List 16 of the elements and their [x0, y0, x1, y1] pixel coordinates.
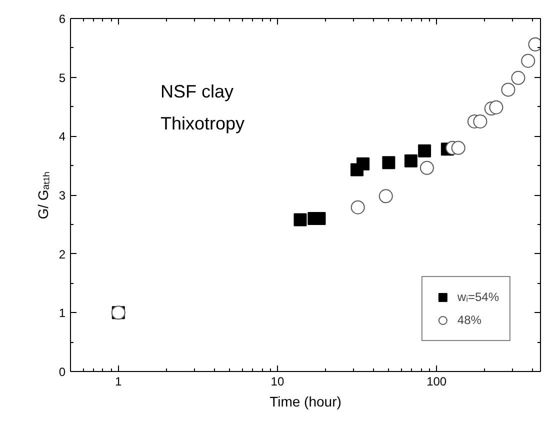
y-tick-label: 0: [58, 365, 66, 379]
y-tick-label: 4: [58, 130, 66, 144]
annotation: Thixotropy: [160, 114, 245, 134]
y-tick-label: 3: [58, 188, 66, 202]
x-tick-label: 1: [115, 374, 122, 388]
y-tick-label: 5: [58, 70, 66, 85]
y-tick-label: 1: [58, 306, 66, 320]
legend-label: wᵢ=54%: [457, 290, 499, 304]
x-axis-title: Time (hour): [270, 394, 342, 410]
annotation: NSF clay: [160, 82, 234, 102]
y-tick-label: 6: [58, 12, 66, 26]
legend-label: 48%: [457, 313, 482, 327]
y-axis-title: G/ Gₐₜ₁ₕ: [34, 170, 51, 220]
x-tick-label: 10: [270, 374, 284, 388]
x-tick-label: 100: [426, 374, 447, 388]
y-tick-label: 2: [58, 247, 66, 262]
